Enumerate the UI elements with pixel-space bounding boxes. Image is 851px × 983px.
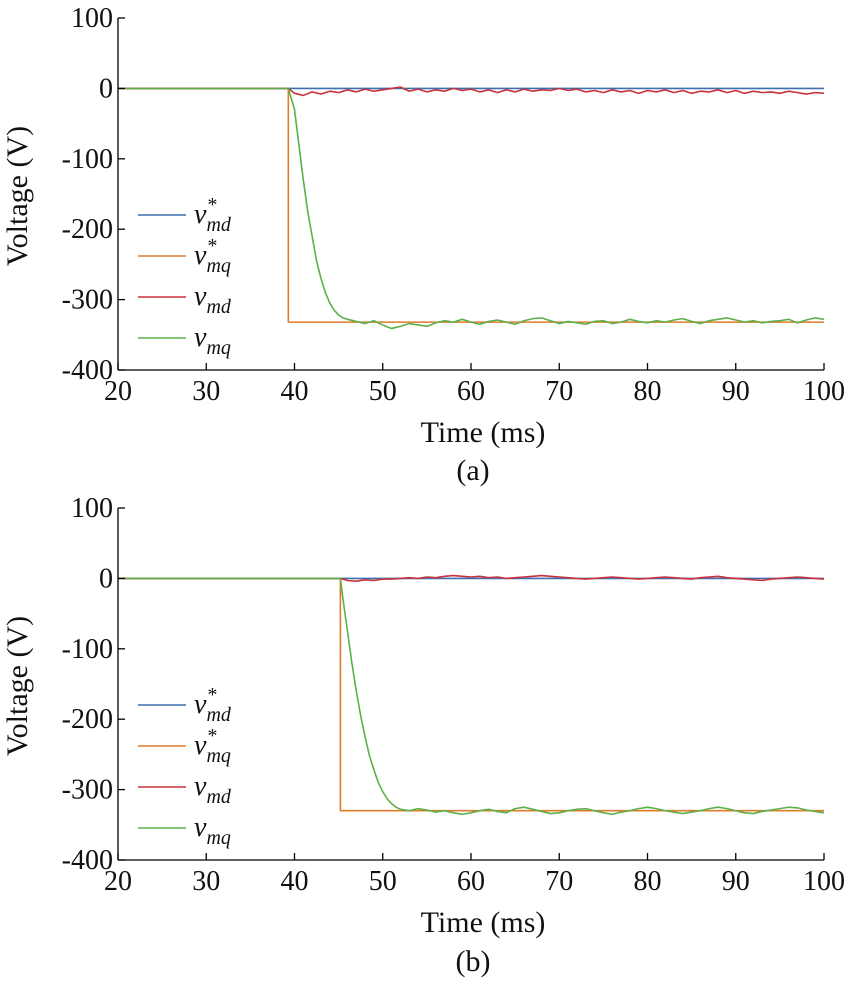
x-axis-title: Time (ms) <box>421 416 546 449</box>
y-tick-label: 0 <box>99 563 113 594</box>
y-tick-label: 0 <box>99 73 113 104</box>
legend-label: v* mq <box>194 725 231 767</box>
y-tick-label: 100 <box>71 3 113 34</box>
series-line-md <box>118 574 825 583</box>
legend-label: vmq <box>194 812 231 849</box>
series-line-mq-ref <box>118 577 824 812</box>
x-tick-label: 50 <box>369 866 397 897</box>
x-tick-label: 40 <box>281 376 309 407</box>
y-tick-label: -200 <box>62 214 113 245</box>
x-tick-label: 90 <box>722 376 750 407</box>
y-axis-title: Voltage (V) <box>1 126 34 266</box>
x-tick-label: 30 <box>192 866 220 897</box>
y-tick-label: -100 <box>62 144 113 175</box>
x-tick-label: 40 <box>281 866 309 897</box>
x-tick-label: 100 <box>803 376 845 407</box>
y-axis-title: Voltage (V) <box>1 616 34 756</box>
panel-caption: (b) <box>456 945 491 978</box>
panel-caption: (a) <box>456 454 489 487</box>
x-tick-label: 80 <box>634 376 662 407</box>
x-tick-label: 100 <box>803 866 845 897</box>
x-tick-label: 20 <box>104 866 132 897</box>
legend-label: v* mq <box>194 235 231 277</box>
series-line-mq <box>118 577 825 816</box>
legend-label: vmd <box>194 771 232 808</box>
y-tick-label: -100 <box>62 634 113 665</box>
series-line-mq <box>118 87 825 330</box>
x-tick-label: 90 <box>722 866 750 897</box>
legend-label: v* md <box>194 684 232 726</box>
x-tick-label: 60 <box>457 866 485 897</box>
y-tick-label: -400 <box>62 845 113 876</box>
x-tick-label: 60 <box>457 376 485 407</box>
x-tick-label: 50 <box>369 376 397 407</box>
series-line-mq-ref <box>118 87 824 323</box>
legend: v* mdv* mq vmd vmq <box>138 194 232 359</box>
y-tick-label: -300 <box>62 775 113 806</box>
y-tick-label: -300 <box>62 285 113 316</box>
legend-label: vmq <box>194 322 231 359</box>
x-tick-label: 80 <box>634 866 662 897</box>
legend-label: v* md <box>194 194 232 236</box>
legend: v* mdv* mq vmd vmq <box>138 684 232 849</box>
y-tick-label: -400 <box>62 355 113 386</box>
series-line-md <box>118 86 825 97</box>
x-tick-label: 70 <box>545 376 573 407</box>
y-tick-label: -200 <box>62 704 113 735</box>
y-tick-label: 100 <box>71 493 113 524</box>
legend-label: vmd <box>194 281 232 318</box>
x-tick-label: 70 <box>545 866 573 897</box>
x-tick-label: 30 <box>192 376 220 407</box>
x-axis-title: Time (ms) <box>421 906 546 939</box>
x-tick-label: 20 <box>104 376 132 407</box>
